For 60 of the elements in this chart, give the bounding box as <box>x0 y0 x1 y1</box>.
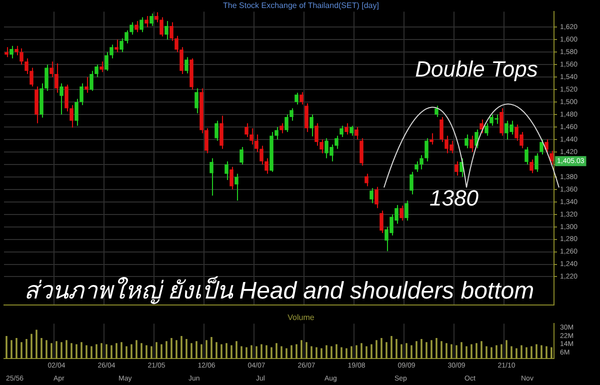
candlestick <box>294 92 298 106</box>
candlestick <box>410 171 414 195</box>
candlestick <box>224 160 228 181</box>
candlestick <box>60 82 64 116</box>
candlestick <box>210 158 214 196</box>
candlestick <box>540 138 544 155</box>
candlestick <box>470 135 474 152</box>
candlestick <box>454 160 458 176</box>
annotation: ส่วนภาพใหญ่ ยังเป็น Head and shoulders bottom <box>24 275 534 304</box>
candlestick <box>300 92 304 106</box>
candlestick <box>54 62 58 94</box>
candlestick <box>230 166 234 190</box>
candlestick <box>364 173 368 187</box>
candlestick <box>4 46 8 58</box>
candlestick <box>530 158 534 174</box>
candlestick <box>310 114 314 137</box>
candlestick <box>380 210 384 234</box>
candlestick <box>164 20 168 40</box>
candlestick <box>10 45 14 59</box>
candlestick <box>434 105 438 118</box>
annotation: Double Tops <box>415 56 538 82</box>
candlestick <box>140 16 144 33</box>
candlestick <box>430 132 434 145</box>
candlestick <box>400 205 404 222</box>
candlestick <box>484 122 488 136</box>
candlestick <box>544 138 548 152</box>
candlestick <box>220 115 224 150</box>
candlestick <box>550 150 554 165</box>
candlestick <box>144 15 148 28</box>
candlestick <box>404 200 408 222</box>
candlestick <box>214 120 218 142</box>
candlestick <box>360 138 364 166</box>
candlestick <box>100 61 104 73</box>
candlestick <box>354 126 358 140</box>
candlestick <box>194 88 198 114</box>
chart-title: The Stock Exchange of Thailand(SET) [day] <box>223 1 379 10</box>
candlestick <box>424 138 428 162</box>
candlestick <box>280 122 284 134</box>
candlestick <box>350 125 354 136</box>
annotation: 1380 <box>430 185 480 210</box>
candlestick <box>184 56 188 74</box>
candlestick <box>374 186 378 209</box>
candlestick <box>524 146 528 165</box>
candlestick <box>304 102 308 132</box>
candlestick <box>480 119 484 134</box>
candlestick <box>114 39 118 53</box>
candlestick <box>20 48 24 66</box>
candlestick <box>150 12 154 26</box>
candlestick <box>84 76 88 94</box>
candlestick <box>420 154 424 170</box>
candlestick <box>234 173 238 202</box>
candlestick <box>134 20 138 33</box>
candlestick <box>240 146 244 165</box>
candlestick <box>534 152 538 172</box>
candlestick <box>370 188 374 204</box>
candlestick <box>340 125 344 138</box>
candlestick <box>344 122 348 135</box>
candlestick <box>464 134 468 149</box>
candlestick <box>500 108 504 136</box>
chart-title: Volume <box>288 313 315 322</box>
